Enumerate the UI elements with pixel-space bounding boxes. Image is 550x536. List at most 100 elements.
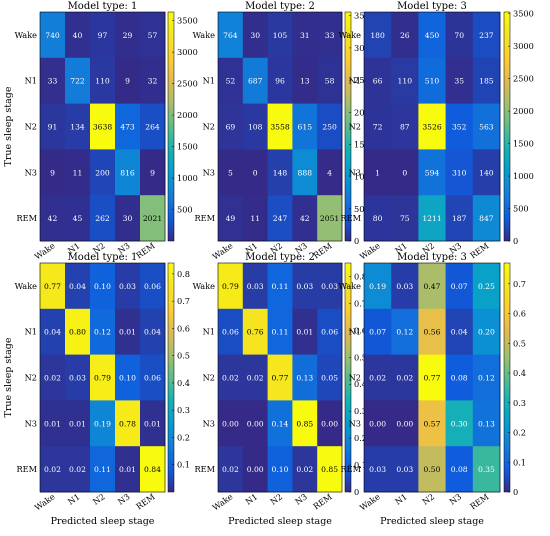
cell-value-label: 0.02 — [44, 374, 61, 383]
heatmap-cell — [140, 103, 166, 150]
heatmap-cell — [418, 263, 446, 310]
heatmap-cell — [140, 354, 166, 401]
colorbar — [503, 262, 511, 493]
y-axis-label: True sleep stage — [3, 337, 14, 417]
cell-value-label: 0.04 — [44, 328, 61, 337]
colorbar-tick-label: 1500 — [513, 139, 534, 149]
cell-value-label: 0.03 — [69, 374, 86, 383]
cell-value-label: 0.03 — [247, 282, 264, 291]
heatmap-panel-2: Model type: 2 764 30 105 31 33 52 687 96 13 58 69 10… — [193, 1, 375, 276]
panel-title: Model type: 2 — [245, 1, 315, 12]
x-tick-label: N1 — [393, 491, 409, 506]
cell-value-label: 0.11 — [272, 328, 289, 337]
heatmap-cell — [391, 354, 419, 401]
cell-value-label: 180 — [370, 31, 385, 40]
cell-value-label: 69 — [226, 123, 236, 132]
cell-value-label: 110 — [398, 77, 413, 86]
cell-value-label: 0.03 — [321, 282, 338, 291]
cell-value-label: 0.00 — [396, 419, 413, 428]
y-tick-label: N3 — [25, 418, 37, 428]
cell-value-label: 3558 — [270, 123, 289, 132]
x-axis-label: Predicted sleep stage — [380, 516, 484, 527]
y-axis-label: True sleep stage — [3, 86, 14, 166]
x-tick-label: REM — [468, 240, 491, 260]
cell-value-label: 0.80 — [69, 328, 86, 337]
heatmap-cell — [242, 57, 268, 104]
heatmap-cell — [115, 446, 141, 493]
heatmap-cell — [90, 354, 116, 401]
cell-value-label: 9 — [50, 168, 55, 177]
colorbar-tick-label: 0.3 — [354, 406, 367, 416]
y-tick-label: Wake — [193, 281, 216, 291]
heatmap-cell — [418, 103, 446, 150]
heatmap-cell — [292, 263, 318, 310]
heatmap-cell — [317, 195, 343, 242]
cell-value-label: 0.08 — [451, 465, 468, 474]
heatmap-cell — [115, 308, 141, 355]
colorbar-tick-label: 0.3 — [177, 405, 190, 415]
cell-value-label: 594 — [425, 168, 440, 177]
colorbar-tick-label: 500 — [354, 204, 370, 214]
heatmap-cell — [391, 57, 419, 104]
plot-frame — [217, 262, 343, 493]
cell-value-label: 58 — [325, 77, 335, 86]
colorbar-tick-label: 0.4 — [177, 378, 190, 388]
cell-value-label: 0.77 — [272, 374, 289, 383]
colorbar-tick-label: 3500 — [177, 16, 198, 26]
cell-value-label: 0.02 — [247, 374, 264, 383]
heatmap-cell — [364, 195, 392, 242]
heatmap-cell — [65, 446, 91, 493]
cell-value-label: 87 — [400, 123, 410, 132]
cell-value-label: 0.03 — [396, 465, 413, 474]
cell-value-label: 0.00 — [247, 465, 264, 474]
colorbar-tick-label: 1500 — [177, 142, 198, 152]
heatmap-cell — [267, 263, 293, 310]
heatmap-cell — [445, 400, 474, 447]
y-tick-label: N2 — [203, 122, 215, 132]
colorbar-tick-label: 0.7 — [513, 279, 526, 289]
heatmap-cell — [140, 446, 166, 493]
heatmap-cell — [90, 400, 116, 447]
y-tick-label: REM — [16, 213, 37, 223]
x-tick-label: Wake — [358, 240, 382, 261]
heatmap-cell — [445, 308, 474, 355]
cell-value-label: 0.01 — [44, 419, 61, 428]
cell-value-label: 45 — [73, 214, 83, 223]
colorbar-tick-label: 500 — [513, 204, 529, 214]
heatmap-cell — [267, 195, 293, 242]
heatmap-cell — [391, 103, 419, 150]
colorbar-tick-label: 2000 — [513, 106, 534, 116]
colorbar-tick-label: 3000 — [513, 41, 534, 51]
x-tick-label: N3 — [116, 491, 132, 506]
cell-value-label: 31 — [300, 31, 310, 40]
cell-value-label: 57 — [148, 31, 158, 40]
heatmap-cell — [115, 57, 141, 104]
y-tick-label: Wake — [15, 281, 38, 291]
cell-value-label: 200 — [95, 168, 110, 177]
heatmap-cell — [292, 57, 318, 104]
heatmap-cell — [90, 149, 116, 196]
cell-value-label: 563 — [479, 123, 494, 132]
heatmap-cell — [391, 263, 419, 310]
cell-value-label: 0.30 — [451, 419, 468, 428]
colorbar-tick-label: 0.7 — [177, 296, 190, 306]
cell-value-label: 134 — [70, 123, 85, 132]
heatmap-cell — [445, 149, 474, 196]
heatmap-cell — [40, 446, 66, 493]
y-tick-label: N3 — [203, 167, 215, 177]
heatmap-cell — [391, 400, 419, 447]
heatmap-cell — [242, 103, 268, 150]
heatmap-cell — [472, 195, 501, 242]
cell-value-label: 0.10 — [119, 374, 136, 383]
colorbar-tick-label: 0.5 — [513, 338, 526, 348]
heatmap-panel-5: Model type: 2 0.79 0.03 0.11 0.03 0.03 0.06 0.7… — [193, 252, 367, 527]
heatmap-cell — [364, 400, 392, 447]
cell-value-label: 0.56 — [424, 328, 441, 337]
y-tick-label: N1 — [349, 76, 361, 86]
cell-value-label: 13 — [300, 77, 310, 86]
cell-value-label: 0.19 — [94, 419, 111, 428]
cell-value-label: 0.12 — [396, 328, 413, 337]
cell-value-label: 0.20 — [478, 328, 495, 337]
heatmap-cell — [472, 103, 501, 150]
heatmap-cell — [317, 263, 343, 310]
